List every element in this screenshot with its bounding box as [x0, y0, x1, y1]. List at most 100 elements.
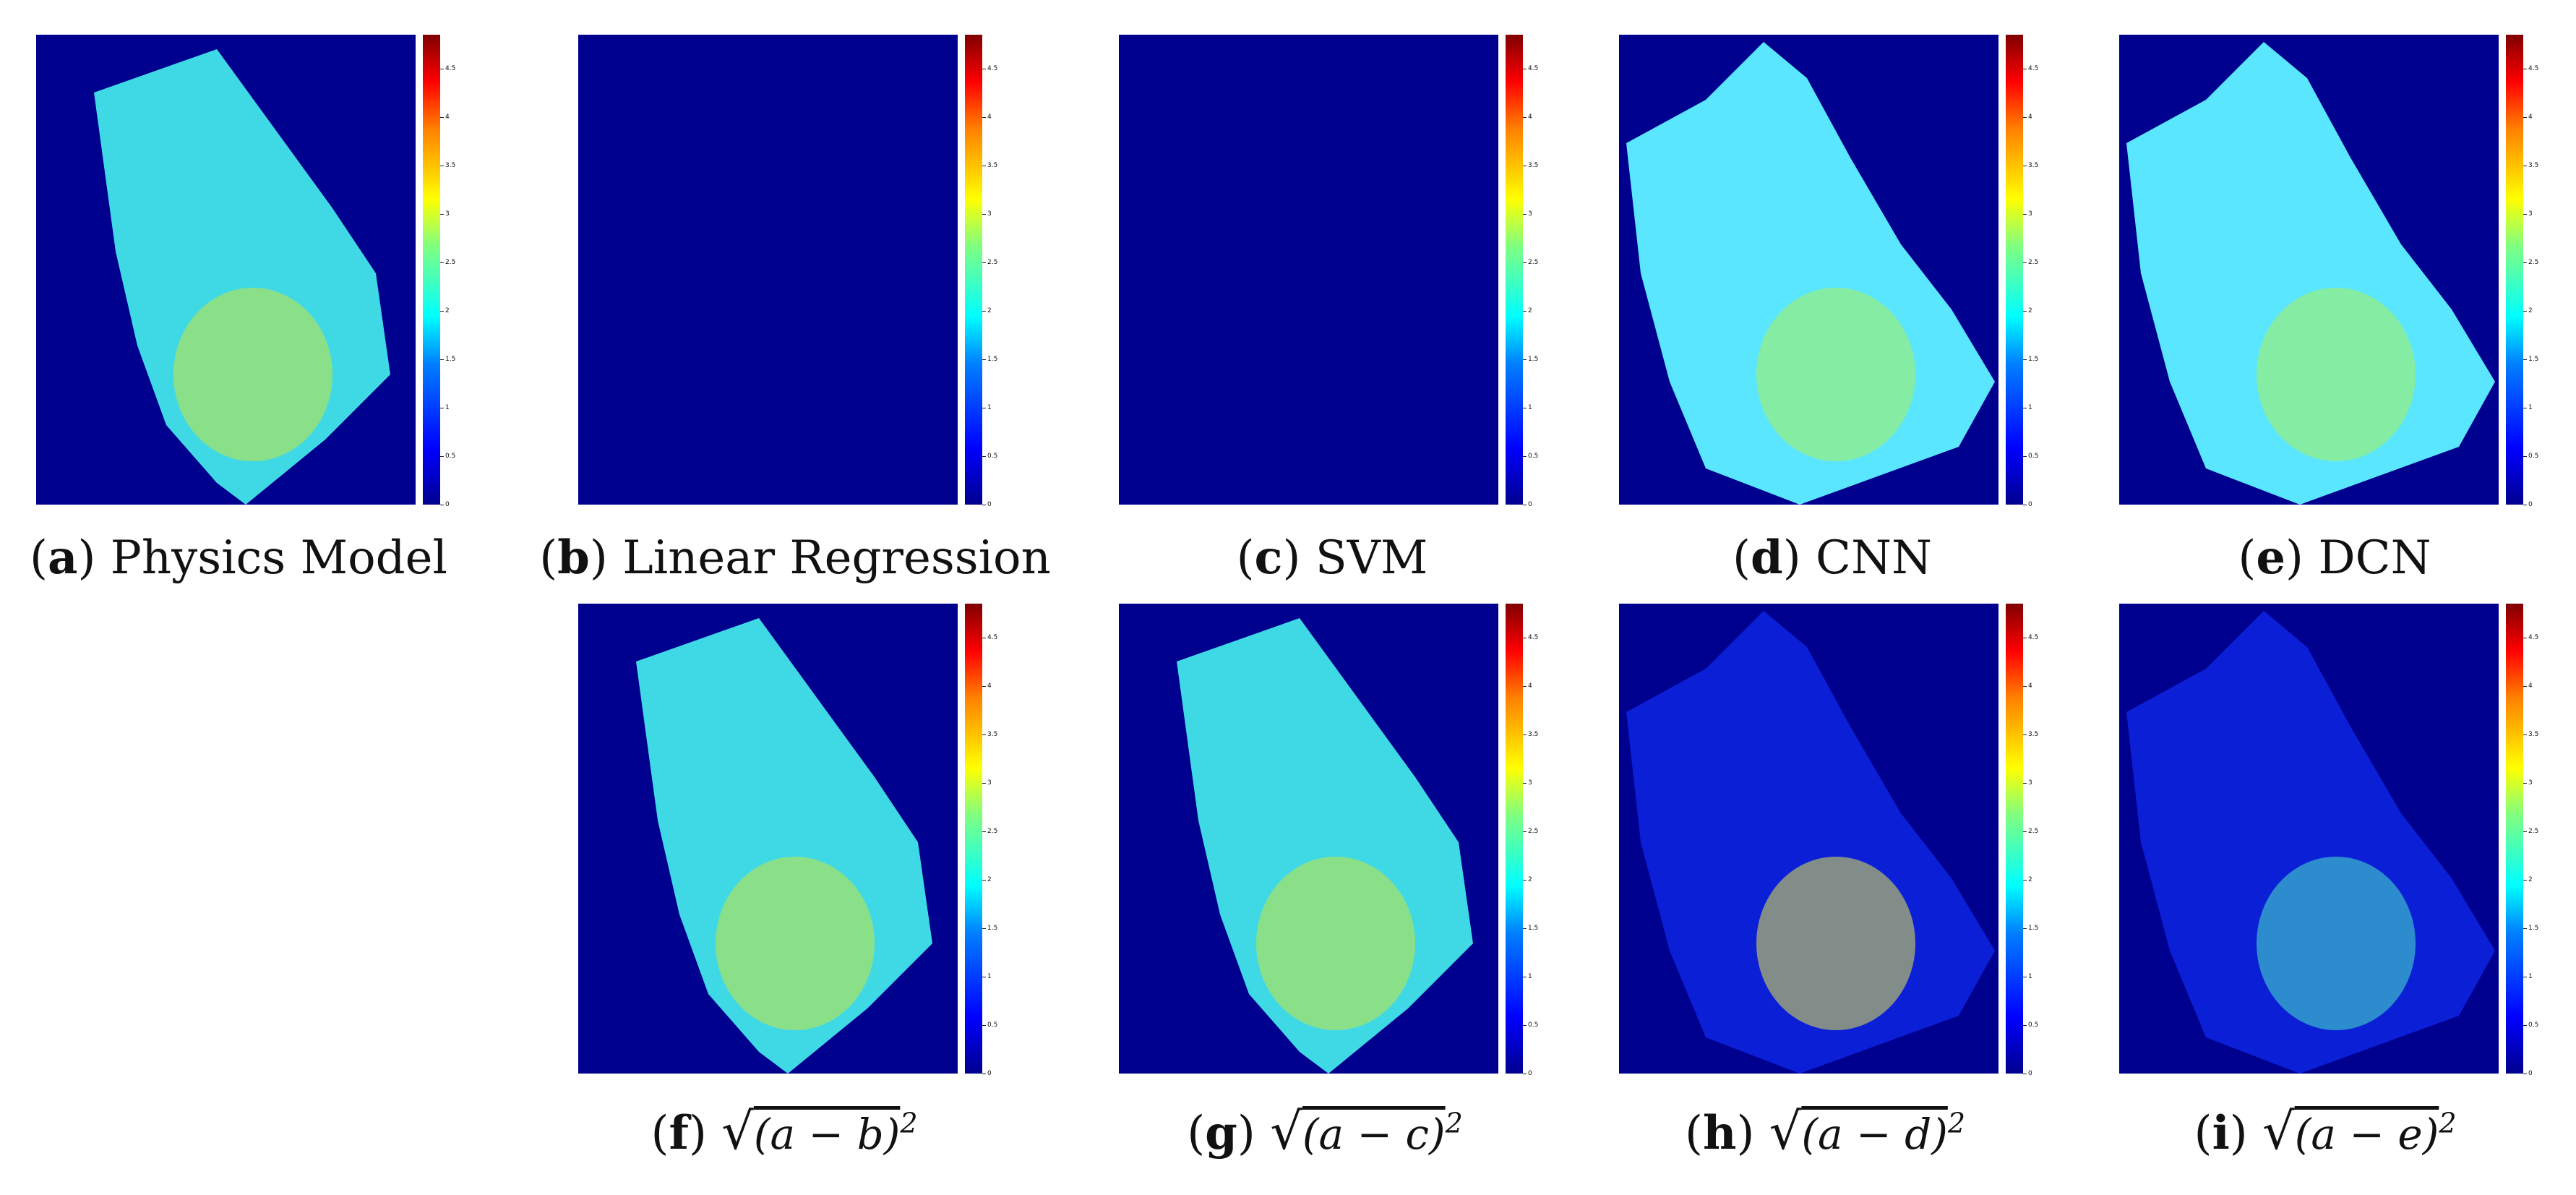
colorbar-i — [2506, 604, 2523, 1074]
colorbar-tick-label: 2.5 — [1528, 827, 1539, 835]
colorbar-tick-label: 4.5 — [1528, 64, 1539, 72]
colorbar-tickmark — [440, 116, 444, 118]
colorbar-tickmark — [440, 213, 444, 215]
colorbar-tick-label: 3 — [1528, 779, 1532, 787]
colorbar-tick-label: 1 — [2028, 972, 2032, 980]
colorbar-tick-label: 4 — [2528, 113, 2533, 121]
colorbar-tick-label: 3 — [2028, 210, 2032, 218]
colorbar-tickmark — [2523, 359, 2527, 360]
colorbar-tick-label: 1.5 — [445, 355, 456, 363]
colorbar-tickmark — [2523, 455, 2527, 457]
colorbar-tick-label: 2 — [987, 875, 992, 883]
caption-c: (c) SVM — [1236, 531, 1428, 585]
colorbar-tick-label: 2 — [2028, 307, 2032, 314]
caption-a: (a) Physics Model — [30, 531, 447, 585]
colorbar-tick-label: 0 — [445, 501, 450, 508]
map-image-h — [1619, 604, 1998, 1074]
colorbar-tick-label: 2 — [2528, 875, 2533, 883]
colorbar-tick-label: 4 — [1528, 682, 1532, 690]
colorbar-tick-label: 2 — [2528, 307, 2533, 314]
colorbar-tick-label: 0 — [2028, 501, 2032, 508]
colorbar-tickmark — [2023, 455, 2027, 457]
colorbar-tick-label: 4 — [987, 682, 992, 690]
colorbar-tick-label: 1.5 — [1528, 924, 1539, 932]
colorbar-tickmark — [2023, 310, 2027, 312]
colorbar-tickmark — [2523, 831, 2527, 832]
colorbar-tickmark — [2523, 782, 2527, 784]
colorbar-tick-label: 4 — [2028, 113, 2032, 121]
colorbar-tick-label: 3.5 — [2528, 161, 2539, 169]
colorbar-tick-label: 4 — [987, 113, 992, 121]
colorbar-tickmark — [1523, 1024, 1527, 1026]
colorbar-tickmark — [440, 310, 444, 312]
colorbar-tickmark — [2523, 262, 2527, 263]
colorbar-tick-label: 0.5 — [987, 452, 998, 460]
map-image-d — [1619, 35, 1998, 505]
map-image-g — [1119, 604, 1498, 1074]
colorbar-tick-label: 3 — [2528, 779, 2533, 787]
colorbar-tick-label: 1 — [987, 403, 992, 411]
colorbar-tick-label: 1 — [1528, 403, 1532, 411]
colorbar-tickmark — [2023, 782, 2027, 784]
colorbar-tickmark — [982, 782, 986, 784]
colorbar-tickmark — [2023, 359, 2027, 360]
caption-i: (i) √(a − e)2 — [2194, 1102, 2457, 1161]
colorbar-h — [2006, 604, 2023, 1074]
colorbar-tick-label: 0 — [987, 1070, 992, 1077]
colorbar-tick-label: 2.5 — [987, 827, 998, 835]
colorbar-tick-label: 0.5 — [2528, 452, 2539, 460]
colorbar-tick-label: 1 — [1528, 972, 1532, 980]
colorbar-tick-label: 0.5 — [2528, 1021, 2539, 1029]
map-region-d — [1626, 42, 1995, 505]
colorbar-tickmark — [2023, 213, 2027, 215]
colorbar-f — [965, 604, 982, 1074]
colorbar-tick-label: 3.5 — [987, 730, 998, 738]
colorbar-tickmark — [1523, 213, 1527, 215]
colorbar-tickmark — [2023, 928, 2027, 929]
map-image-e — [2119, 35, 2499, 505]
map-region-e — [2126, 42, 2495, 505]
colorbar-tickmark — [982, 831, 986, 832]
colorbar-tickmark — [440, 455, 444, 457]
colorbar-tickmark — [2023, 831, 2027, 832]
colorbar-tickmark — [982, 1024, 986, 1026]
colorbar-tickmark — [982, 310, 986, 312]
colorbar-tickmark — [982, 685, 986, 687]
colorbar-c — [1506, 35, 1523, 505]
colorbar-tickmark — [440, 262, 444, 263]
region-hotspot-h — [1756, 857, 1915, 1030]
colorbar-tick-label: 3 — [1528, 210, 1532, 218]
colorbar-tickmark — [1523, 685, 1527, 687]
colorbar-tick-label: 4.5 — [2528, 64, 2539, 72]
colorbar-tick-label: 3.5 — [445, 161, 456, 169]
caption-h: (h) √(a − d)2 — [1684, 1102, 1966, 1161]
region-hotspot-d — [1756, 288, 1915, 461]
colorbar-tick-label: 1.5 — [1528, 355, 1539, 363]
colorbar-tick-label: 3 — [445, 210, 450, 218]
colorbar-tick-label: 4 — [2528, 682, 2533, 690]
colorbar-tick-label: 4.5 — [2028, 633, 2039, 641]
colorbar-tick-label: 2 — [445, 307, 450, 314]
sqrt-symbol: √ — [1270, 1102, 1302, 1161]
colorbar-tick-label: 3.5 — [1528, 161, 1539, 169]
colorbar-d — [2006, 35, 2023, 505]
colorbar-tick-label: 3.5 — [2028, 730, 2039, 738]
colorbar-tickmark — [1523, 782, 1527, 784]
colorbar-tickmark — [2523, 734, 2527, 735]
map-image-c — [1119, 35, 1498, 505]
caption-g: (g) √(a − c)2 — [1187, 1102, 1463, 1161]
colorbar-tick-label: 1.5 — [987, 924, 998, 932]
colorbar-tickmark — [982, 879, 986, 881]
sqrt-symbol: √ — [2262, 1102, 2295, 1161]
map-image-b — [578, 35, 958, 505]
colorbar-tick-label: 4.5 — [987, 633, 998, 641]
map-region-i — [2126, 611, 2495, 1074]
colorbar-tick-label: 4.5 — [2528, 633, 2539, 641]
colorbar-tickmark — [1523, 831, 1527, 832]
caption-f: (f) √(a − b)2 — [651, 1102, 918, 1161]
colorbar-tick-label: 0.5 — [987, 1021, 998, 1029]
colorbar-tick-label: 2 — [2028, 875, 2032, 883]
caption-b: (b) Linear Regression — [539, 531, 1051, 585]
colorbar-tick-label: 1 — [2528, 972, 2533, 980]
map-region-g — [1177, 618, 1473, 1074]
